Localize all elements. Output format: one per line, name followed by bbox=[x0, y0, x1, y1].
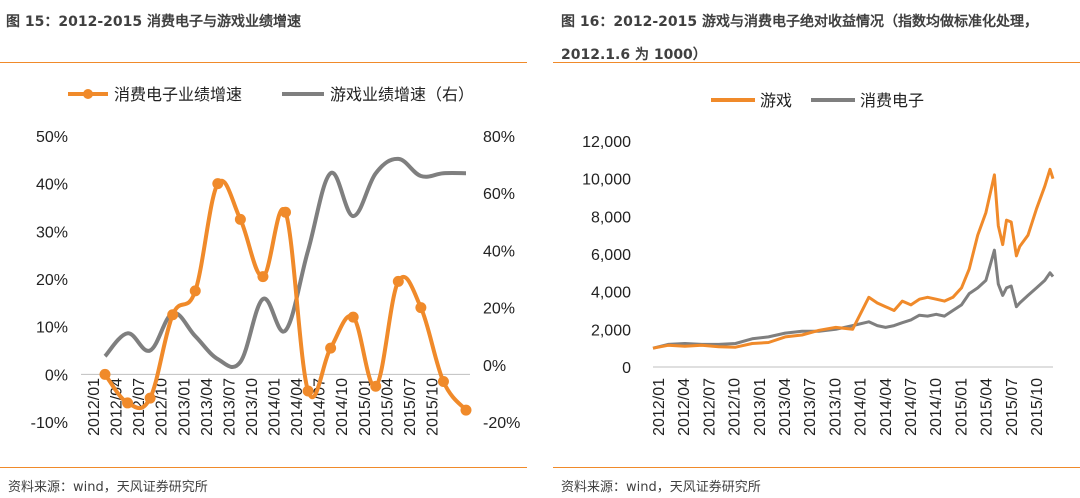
data-point-consumer-electronics bbox=[257, 271, 269, 283]
data-point-consumer-electronics bbox=[234, 213, 246, 225]
x-tick-label: 2014/07 bbox=[903, 378, 920, 436]
y-tick-left: 40% bbox=[36, 177, 68, 194]
title-divider bbox=[0, 62, 527, 63]
y-tick: 12,000 bbox=[582, 134, 631, 151]
data-point-consumer-electronics bbox=[460, 404, 472, 416]
data-point-consumer-electronics bbox=[99, 368, 111, 380]
x-tick-label: 2013/04 bbox=[199, 378, 216, 436]
source-divider bbox=[553, 467, 1080, 468]
data-point-consumer-electronics bbox=[144, 392, 156, 404]
x-tick-label: 2015/10 bbox=[1029, 378, 1046, 436]
x-tick-label: 2013/07 bbox=[802, 378, 819, 436]
data-point-consumer-electronics bbox=[167, 309, 179, 321]
x-tick-label: 2013/07 bbox=[221, 378, 238, 436]
data-point-consumer-electronics bbox=[302, 385, 314, 397]
x-tick-label: 2015/07 bbox=[402, 378, 419, 436]
x-tick-label: 2014/04 bbox=[878, 378, 895, 436]
x-tick-label: 2013/01 bbox=[752, 378, 769, 436]
legend-label-game: 游戏 bbox=[760, 91, 792, 110]
x-tick-label: 2012/07 bbox=[701, 378, 718, 436]
x-tick-label: 2015/07 bbox=[1004, 378, 1021, 436]
x-tick-label: 2013/01 bbox=[176, 378, 193, 436]
source-divider bbox=[0, 467, 527, 468]
x-tick-label: 2014/01 bbox=[853, 378, 870, 436]
chart-panel-left: 图 15：2012-2015 消费电子与游戏业绩增速 消费电子业绩增速 游戏业绩增… bbox=[0, 0, 527, 498]
y-tick-left: 10% bbox=[36, 320, 68, 337]
legend-label-consumer-electronics: 消费电子 bbox=[860, 91, 924, 110]
data-point-consumer-electronics bbox=[370, 380, 382, 392]
figure-title: 图 15：2012-2015 消费电子与游戏业绩增速 bbox=[6, 14, 301, 30]
y-tick-left: 20% bbox=[36, 272, 68, 289]
x-tick-label: 2012/10 bbox=[154, 378, 171, 436]
data-point-consumer-electronics bbox=[415, 302, 427, 314]
y-tick: 6,000 bbox=[591, 247, 631, 264]
source-note: 资料来源：wind，天风证券研究所 bbox=[8, 480, 208, 495]
x-tick-label: 2014/10 bbox=[334, 378, 351, 436]
y-tick-right: 60% bbox=[483, 186, 515, 203]
x-tick-label: 2012/04 bbox=[676, 378, 693, 436]
x-tick-label: 2014/10 bbox=[928, 378, 945, 436]
y-tick-left: 0% bbox=[45, 367, 68, 384]
y-tick-right: 0% bbox=[483, 358, 506, 375]
data-point-consumer-electronics bbox=[280, 206, 291, 218]
data-point-consumer-electronics bbox=[325, 342, 337, 354]
x-tick-label: 2012/01 bbox=[651, 378, 668, 436]
y-tick: 4,000 bbox=[591, 285, 631, 302]
x-tick-label: 2015/04 bbox=[379, 378, 396, 436]
y-tick: 2,000 bbox=[591, 322, 631, 339]
x-tick-label: 2013/10 bbox=[244, 378, 261, 436]
x-tick-label: 2012/10 bbox=[727, 378, 744, 436]
x-tick-label: 2013/10 bbox=[827, 378, 844, 436]
x-tick-label: 2012/01 bbox=[86, 378, 103, 436]
series-line-game bbox=[103, 156, 467, 370]
x-tick-label: 2012/04 bbox=[109, 378, 126, 436]
y-tick: 10,000 bbox=[582, 172, 631, 189]
series-line-game bbox=[652, 167, 1055, 350]
x-tick-label: 2014/04 bbox=[289, 378, 306, 436]
data-point-consumer-electronics bbox=[189, 285, 201, 297]
title-divider bbox=[553, 62, 1080, 63]
growth-chart: 消费电子业绩增速 游戏业绩增速（右） 50% 40% 30% 20% 10% 0% -10% 80… bbox=[31, 85, 521, 436]
x-tick-label: 2014/01 bbox=[267, 378, 284, 436]
data-point-consumer-electronics bbox=[347, 311, 359, 323]
data-point-consumer-electronics bbox=[392, 275, 404, 287]
y-tick-left: -10% bbox=[31, 415, 68, 432]
figure-title: 图 16：2012-2015 游戏与消费电子绝对收益情况（指数均做标准化处理，2… bbox=[561, 14, 1038, 63]
source-note: 资料来源：wind，天风证券研究所 bbox=[561, 480, 761, 495]
x-tick-label: 2015/01 bbox=[953, 378, 970, 436]
x-tick-label: 2015/10 bbox=[424, 378, 441, 436]
y-tick-right: 20% bbox=[483, 301, 515, 318]
legend-label-consumer-electronics: 消费电子业绩增速 bbox=[114, 85, 242, 104]
y-tick: 0 bbox=[622, 360, 631, 377]
data-point-consumer-electronics bbox=[437, 375, 449, 387]
series-line-consumer-electronics bbox=[652, 248, 1055, 350]
y-tick-left: 50% bbox=[36, 129, 68, 146]
chart-panel-right: 图 16：2012-2015 游戏与消费电子绝对收益情况（指数均做标准化处理，2… bbox=[553, 0, 1080, 498]
x-tick-label: 2013/04 bbox=[777, 378, 794, 436]
y-tick-right: 80% bbox=[483, 129, 515, 146]
return-index-chart: 游戏 消费电子 12,000 10,000 8,000 6,000 4,000 2,000 0 2… bbox=[582, 91, 1055, 436]
legend-label-game: 游戏业绩增速（右） bbox=[330, 85, 474, 104]
y-tick-left: 30% bbox=[36, 224, 68, 241]
y-tick-right: 40% bbox=[483, 243, 515, 260]
legend-marker-consumer-electronics bbox=[83, 89, 93, 99]
data-point-consumer-electronics bbox=[122, 397, 134, 409]
y-tick: 8,000 bbox=[591, 209, 631, 226]
y-tick-right: -20% bbox=[483, 415, 520, 432]
x-tick-label: 2015/04 bbox=[979, 378, 996, 436]
x-tick-label: 2015/01 bbox=[357, 378, 374, 436]
data-point-consumer-electronics bbox=[212, 178, 224, 190]
